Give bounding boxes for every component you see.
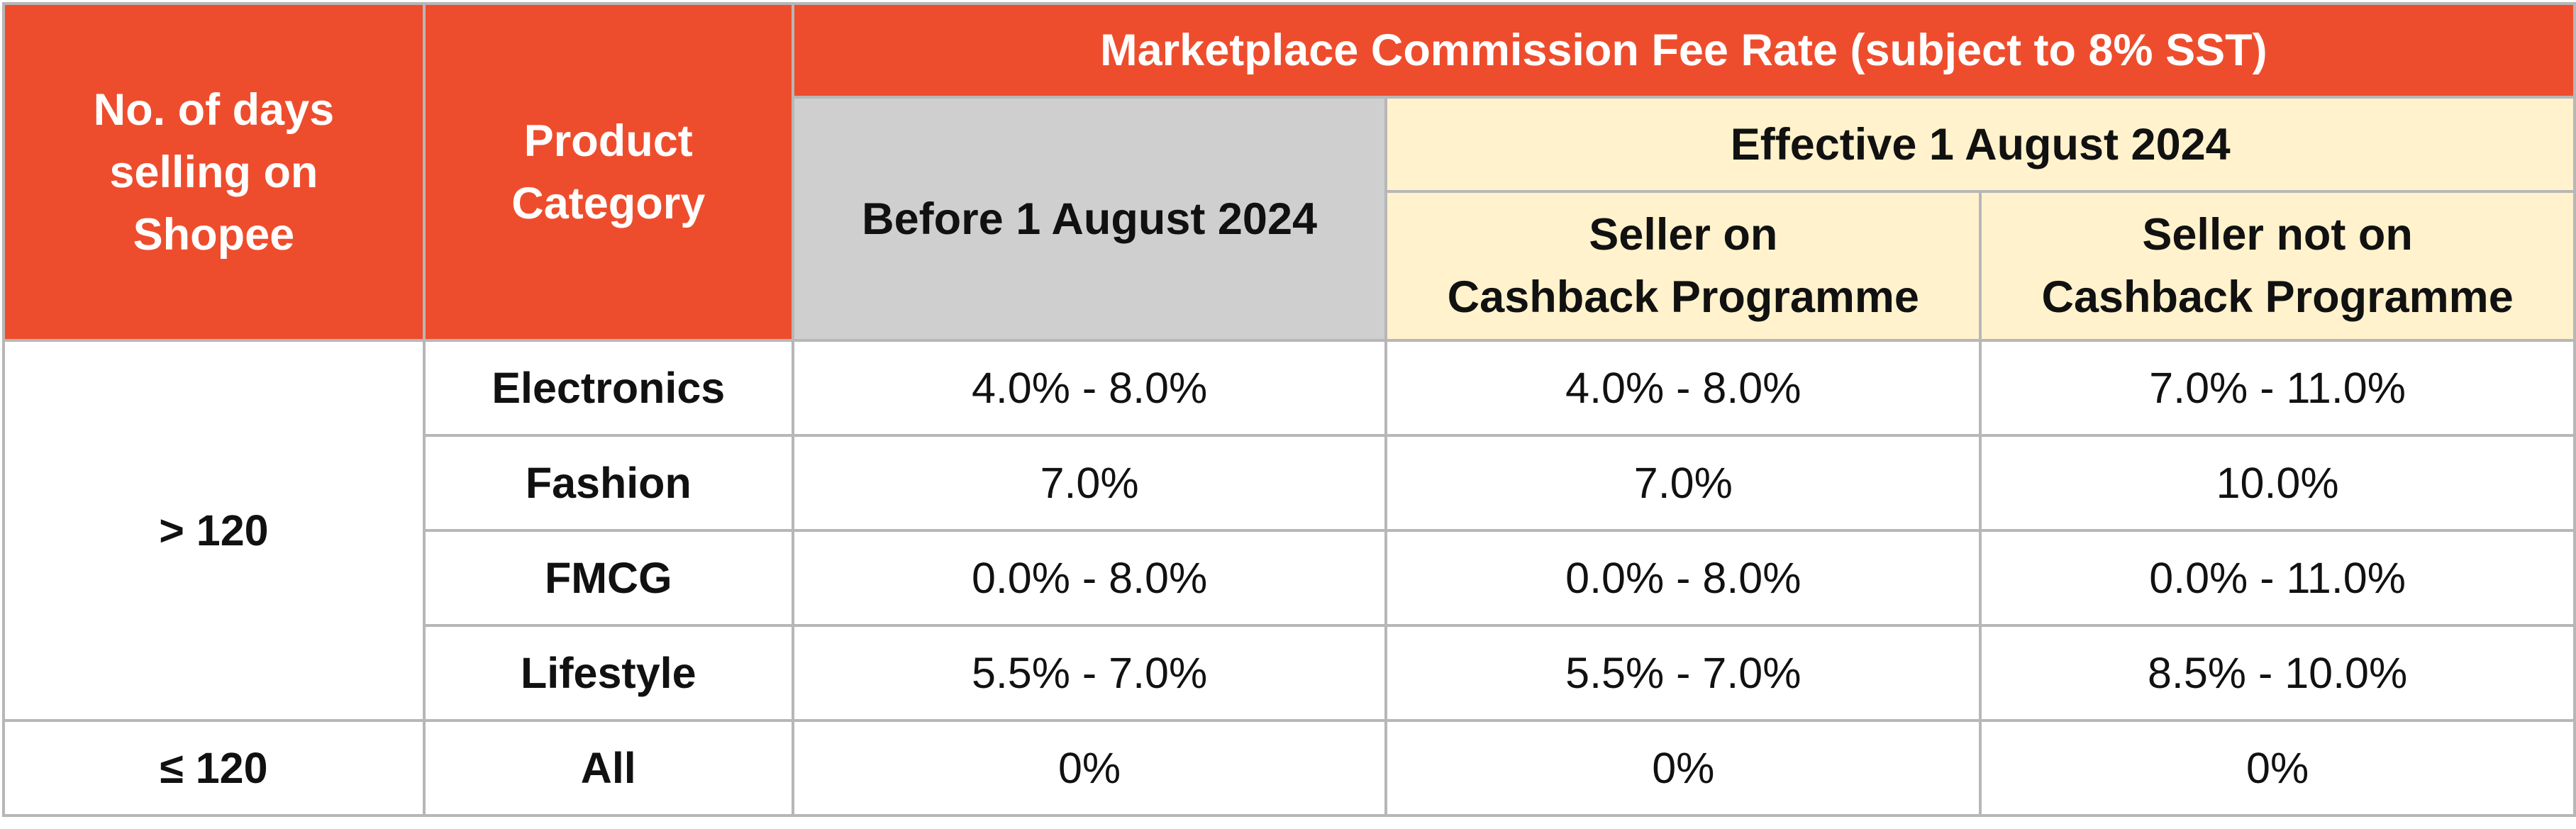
days-column-header: No. of days selling on Shopee [2,2,426,342]
table-row: Lifestyle 5.5% - 7.0% 5.5% - 7.0% 8.5% -… [4,624,2576,722]
header-row-1: No. of days selling on Shopee Product Ca… [2,2,2576,342]
rate-on-cashback-cell: 7.0% [1384,434,1982,532]
days-cell: > 120 [2,339,426,722]
rate-before-cell: 4.0% - 8.0% [791,339,1388,437]
rate-on-cashback-cell: 0.0% - 8.0% [1384,529,1982,627]
rate-before-cell: 5.5% - 7.0% [791,624,1388,722]
effective-august-header: Effective 1 August 2024 [1384,96,2576,193]
table-row: ≤ 120 All 0% 0% 0% [2,719,2576,817]
category-cell: Lifestyle [422,624,794,722]
days-cell: ≤ 120 [2,719,426,817]
header-row-3: Seller on Cashback Programme Seller not … [4,190,2576,342]
header-row-2: Before 1 August 2024 Effective 1 August … [4,96,2576,342]
category-column-header: Product Category [422,2,794,342]
rate-before-cell: 0.0% - 8.0% [791,529,1388,627]
not-on-cashback-header: Seller not on Cashback Programme [1979,190,2576,342]
rate-on-cashback-cell: 0% [1384,719,1982,817]
table-row: Fashion 7.0% 7.0% 10.0% [4,434,2576,532]
on-cashback-header: Seller on Cashback Programme [1384,190,1982,342]
rate-on-cashback-cell: 4.0% - 8.0% [1384,339,1982,437]
rate-on-cashback-cell: 5.5% - 7.0% [1384,624,1982,722]
category-cell: Fashion [422,434,794,532]
rate-before-cell: 7.0% [791,434,1388,532]
rate-not-on-cashback-cell: 0.0% - 11.0% [1979,529,2576,627]
category-cell: FMCG [422,529,794,627]
commission-rate-title: Marketplace Commission Fee Rate (subject… [791,2,2576,99]
table-row: > 120 Electronics 4.0% - 8.0% 4.0% - 8.0… [2,339,2576,722]
category-cell: All [422,719,794,817]
rate-not-on-cashback-cell: 7.0% - 11.0% [1979,339,2576,437]
before-august-header: Before 1 August 2024 [791,96,1388,342]
rate-not-on-cashback-cell: 10.0% [1979,434,2576,532]
rate-not-on-cashback-cell: 0% [1979,719,2576,817]
category-cell: Electronics [422,339,794,437]
table-row: FMCG 0.0% - 8.0% 0.0% - 8.0% 0.0% - 11.0… [4,529,2576,627]
rate-before-cell: 0% [791,719,1388,817]
rate-not-on-cashback-cell: 8.5% - 10.0% [1979,624,2576,722]
